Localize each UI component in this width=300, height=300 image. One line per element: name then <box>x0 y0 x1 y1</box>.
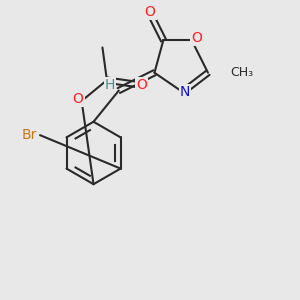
Text: O: O <box>145 5 155 19</box>
Text: O: O <box>136 78 147 92</box>
Text: CH₃: CH₃ <box>231 66 254 79</box>
Text: O: O <box>191 31 203 45</box>
Text: N: N <box>180 85 190 99</box>
Text: Br: Br <box>22 128 37 142</box>
Text: O: O <box>73 92 83 106</box>
Text: H: H <box>105 78 115 92</box>
